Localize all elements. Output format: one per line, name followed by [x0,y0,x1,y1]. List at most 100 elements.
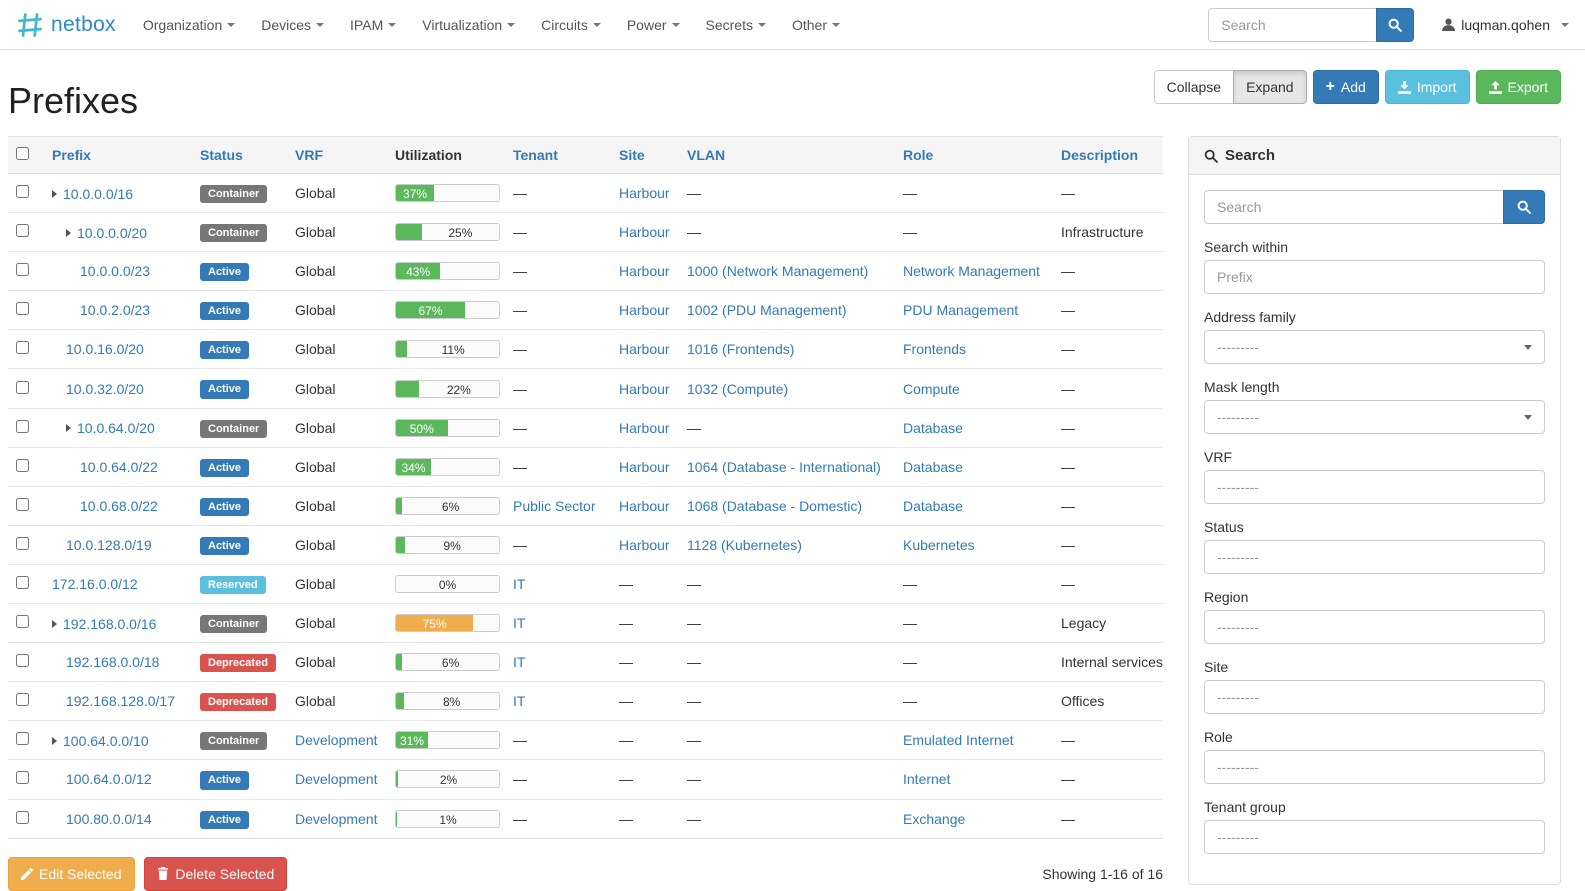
row-checkbox[interactable] [16,732,29,746]
collapse-button[interactable]: Collapse [1153,70,1235,104]
role-link[interactable]: PDU Management [903,302,1019,319]
site-link[interactable]: Harbour [619,380,670,397]
netbox-logo[interactable]: netbox [16,11,116,39]
role-link[interactable]: Internet [903,771,951,788]
role-link[interactable]: Database [903,458,963,475]
vlan-link[interactable]: 1016 (Frontends) [687,341,795,358]
column-header-vlan[interactable]: VLAN [687,147,726,163]
tenant-link[interactable]: IT [513,575,526,592]
row-checkbox[interactable] [16,654,29,668]
prefix-link[interactable]: 10.0.68.0/22 [80,497,158,514]
row-checkbox[interactable] [16,380,29,394]
select-all-checkbox[interactable] [16,147,29,160]
filter-select-address-family[interactable]: --------- [1204,330,1545,364]
filter-select-region[interactable]: --------- [1204,610,1545,644]
prefix-link[interactable]: 10.0.128.0/19 [66,536,152,553]
menu-circuits[interactable]: Circuits [528,0,614,50]
site-link[interactable]: Harbour [619,536,670,553]
column-header-site[interactable]: Site [619,147,645,163]
vrf-link[interactable]: Development [295,810,378,827]
role-link[interactable]: Network Management [903,263,1040,280]
expand-caret-icon[interactable] [52,619,57,628]
prefix-link[interactable]: 192.168.0.0/18 [66,654,160,671]
row-checkbox[interactable] [16,224,29,238]
filter-select-role[interactable]: --------- [1204,750,1545,784]
prefix-link[interactable]: 10.0.16.0/20 [66,341,144,358]
column-header-role[interactable]: Role [903,147,934,163]
site-link[interactable]: Harbour [619,302,670,319]
filter-search-input[interactable] [1204,190,1503,224]
row-checkbox[interactable] [16,302,29,316]
site-link[interactable]: Harbour [619,341,670,358]
tenant-link[interactable]: IT [513,615,526,632]
import-button[interactable]: Import [1384,70,1470,104]
navbar-search-button[interactable] [1376,7,1415,42]
role-link[interactable]: Emulated Internet [903,732,1014,749]
expand-caret-icon[interactable] [52,736,57,745]
role-link[interactable]: Frontends [903,341,967,358]
vlan-link[interactable]: 1002 (PDU Management) [687,302,847,319]
row-checkbox[interactable] [16,419,29,433]
menu-power[interactable]: Power [614,0,693,50]
site-link[interactable]: Harbour [619,419,670,436]
prefix-link[interactable]: 10.0.32.0/20 [66,380,144,397]
filter-select-status[interactable]: --------- [1204,540,1545,574]
site-link[interactable]: Harbour [619,185,670,202]
site-link[interactable]: Harbour [619,263,670,280]
role-link[interactable]: Exchange [903,810,966,827]
menu-organization[interactable]: Organization [130,0,248,50]
role-link[interactable]: Compute [903,380,960,397]
row-checkbox[interactable] [16,575,29,589]
prefix-link[interactable]: 100.64.0.0/12 [66,771,152,788]
row-checkbox[interactable] [16,810,29,824]
vrf-link[interactable]: Development [295,771,378,788]
row-checkbox[interactable] [16,185,29,199]
menu-other[interactable]: Other [779,0,853,50]
site-link[interactable]: Harbour [619,458,670,475]
role-link[interactable]: Database [903,419,963,436]
row-checkbox[interactable] [16,341,29,355]
site-link[interactable]: Harbour [619,224,670,241]
expand-caret-icon[interactable] [66,424,71,433]
vrf-link[interactable]: Development [295,732,378,749]
export-button[interactable]: Export [1475,70,1561,104]
prefix-link[interactable]: 100.80.0.0/14 [66,810,152,827]
row-checkbox[interactable] [16,693,29,707]
expand-button[interactable]: Expand [1233,70,1307,104]
prefix-link[interactable]: 192.168.0.0/16 [63,615,157,632]
menu-secrets[interactable]: Secrets [693,0,779,50]
vlan-link[interactable]: 1128 (Kubernetes) [687,536,802,553]
delete-selected-button[interactable]: Delete Selected [144,856,288,891]
filter-select-vrf[interactable]: --------- [1204,470,1545,504]
menu-devices[interactable]: Devices [248,0,337,50]
row-checkbox[interactable] [16,263,29,277]
row-checkbox[interactable] [16,771,29,785]
menu-ipam[interactable]: IPAM [337,0,409,50]
column-header-description[interactable]: Description [1061,147,1139,163]
prefix-link[interactable]: 10.0.0.0/23 [80,263,151,280]
row-checkbox[interactable] [16,458,29,472]
vlan-link[interactable]: 1064 (Database - International) [687,458,881,475]
prefix-link[interactable]: 10.0.0.0/16 [63,185,134,202]
prefix-link[interactable]: 10.0.0.0/20 [77,224,148,241]
column-header-prefix[interactable]: Prefix [52,147,91,163]
prefix-link[interactable]: 10.0.64.0/22 [80,458,158,475]
filter-select-tenant-group[interactable]: --------- [1204,820,1545,854]
add-button[interactable]: + Add [1312,70,1379,104]
row-checkbox[interactable] [16,497,29,511]
column-header-vrf[interactable]: VRF [295,147,323,163]
filter-select-mask-length[interactable]: --------- [1204,400,1545,434]
prefix-link[interactable]: 172.16.0.0/12 [52,575,138,592]
role-link[interactable]: Kubernetes [903,536,975,553]
column-header-tenant[interactable]: Tenant [513,147,558,163]
tenant-link[interactable]: Public Sector [513,497,596,514]
prefix-link[interactable]: 10.0.2.0/23 [80,302,151,319]
column-header-status[interactable]: Status [200,147,243,163]
navbar-search-input[interactable] [1208,7,1377,42]
user-menu[interactable]: luqman.qohen [1442,17,1569,33]
filter-input-search-within[interactable] [1204,260,1545,294]
menu-virtualization[interactable]: Virtualization [409,0,528,50]
row-checkbox[interactable] [16,536,29,550]
prefix-link[interactable]: 192.168.128.0/17 [66,693,175,710]
row-checkbox[interactable] [16,615,29,629]
